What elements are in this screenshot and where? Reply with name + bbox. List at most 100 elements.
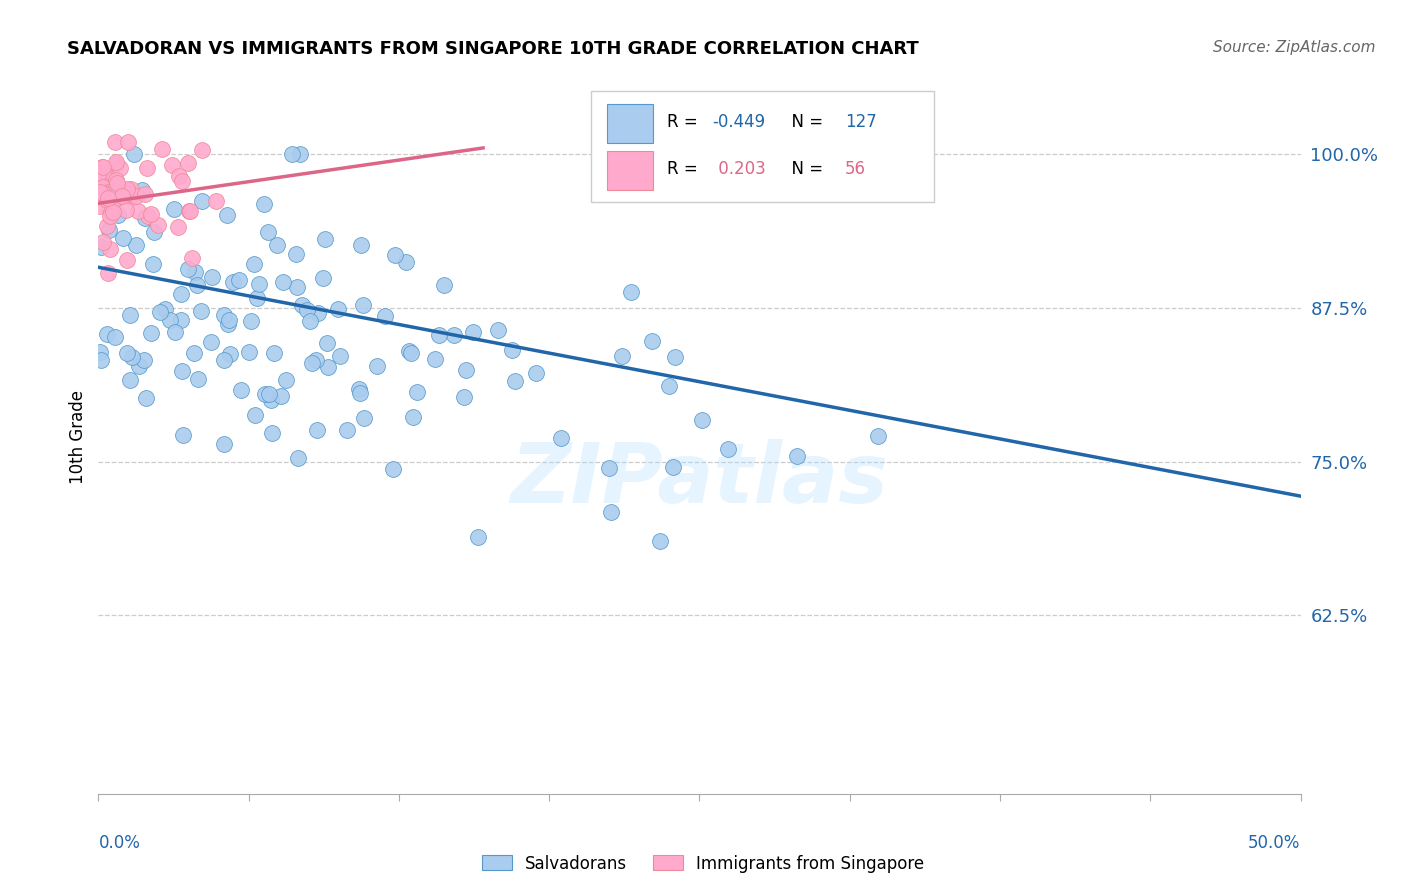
Point xyxy=(200,334,222,349)
Point xyxy=(285,280,308,294)
Point xyxy=(105,177,128,191)
Point xyxy=(177,204,200,219)
Text: 127: 127 xyxy=(845,113,877,131)
Point xyxy=(398,344,420,359)
Point xyxy=(91,179,114,194)
Point xyxy=(349,385,371,400)
Point xyxy=(205,194,228,209)
Point xyxy=(423,352,446,367)
Point xyxy=(165,325,187,339)
Point xyxy=(91,235,114,249)
Text: 0.0%: 0.0% xyxy=(98,834,141,852)
Legend: Salvadorans, Immigrants from Singapore: Salvadorans, Immigrants from Singapore xyxy=(475,848,931,880)
Text: R =: R = xyxy=(666,160,703,178)
Text: SALVADORAN VS IMMIGRANTS FROM SINGAPORE 10TH GRADE CORRELATION CHART: SALVADORAN VS IMMIGRANTS FROM SINGAPORE … xyxy=(67,40,920,58)
Point xyxy=(467,530,489,544)
Point xyxy=(121,350,143,364)
Point xyxy=(177,156,200,170)
Point xyxy=(253,387,276,401)
Point xyxy=(228,272,250,286)
Point xyxy=(105,155,128,169)
FancyBboxPatch shape xyxy=(592,91,934,202)
Point xyxy=(96,193,118,207)
Point xyxy=(402,410,425,425)
Point xyxy=(167,219,190,234)
Point xyxy=(366,359,388,374)
Point xyxy=(186,278,208,293)
Text: -0.449: -0.449 xyxy=(713,113,766,131)
Point xyxy=(598,461,620,475)
Point xyxy=(170,286,193,301)
Point xyxy=(658,378,681,392)
Point xyxy=(298,314,321,328)
Point xyxy=(127,203,149,218)
Point xyxy=(108,161,131,176)
Point xyxy=(91,160,114,174)
Point xyxy=(353,410,375,425)
Point xyxy=(111,184,134,198)
Point xyxy=(134,186,156,201)
Point xyxy=(427,327,450,342)
Point xyxy=(307,423,329,437)
Text: N =: N = xyxy=(782,113,828,131)
Point xyxy=(352,298,374,312)
Point xyxy=(307,306,329,320)
Point xyxy=(125,189,148,203)
Bar xyxy=(607,104,652,144)
Point xyxy=(384,248,406,262)
Point xyxy=(433,278,456,293)
Point xyxy=(266,238,288,252)
Point xyxy=(270,389,292,403)
Point xyxy=(101,197,124,211)
Point xyxy=(486,323,509,337)
Point xyxy=(238,344,260,359)
Point xyxy=(100,204,122,219)
Point xyxy=(214,309,236,323)
Point xyxy=(247,277,270,291)
Point xyxy=(184,265,207,279)
Point xyxy=(115,187,138,202)
Point xyxy=(190,304,212,318)
Point xyxy=(153,302,176,317)
Point xyxy=(97,166,120,180)
Point xyxy=(97,185,120,199)
Text: 56: 56 xyxy=(845,160,866,178)
Point xyxy=(96,219,118,233)
Point xyxy=(305,353,328,368)
Point xyxy=(287,450,309,465)
Point xyxy=(159,313,181,327)
Point xyxy=(312,270,335,285)
Point xyxy=(301,356,323,370)
Point xyxy=(717,442,740,456)
Point xyxy=(139,207,162,221)
Point xyxy=(191,194,214,208)
Point xyxy=(243,409,266,423)
Point xyxy=(329,349,352,363)
Point xyxy=(181,251,204,265)
Point xyxy=(100,186,122,201)
Point xyxy=(503,374,526,388)
Point xyxy=(191,143,214,157)
Point xyxy=(318,360,340,375)
Point xyxy=(295,303,318,318)
Point xyxy=(252,197,274,211)
Point xyxy=(257,387,280,401)
Point xyxy=(179,203,201,218)
Point xyxy=(183,346,205,360)
Point xyxy=(690,413,713,427)
Point xyxy=(97,191,120,205)
Point xyxy=(120,182,142,196)
Point xyxy=(91,161,114,175)
Point xyxy=(111,188,134,202)
Point xyxy=(122,147,145,161)
Point xyxy=(96,172,118,186)
Point xyxy=(641,334,664,349)
Y-axis label: 10th Grade: 10th Grade xyxy=(69,390,87,484)
Point xyxy=(170,313,193,327)
Point xyxy=(599,505,621,519)
Point xyxy=(89,199,111,213)
Point xyxy=(550,431,572,445)
Point xyxy=(111,231,134,245)
Point xyxy=(399,346,422,360)
Point xyxy=(172,364,194,378)
